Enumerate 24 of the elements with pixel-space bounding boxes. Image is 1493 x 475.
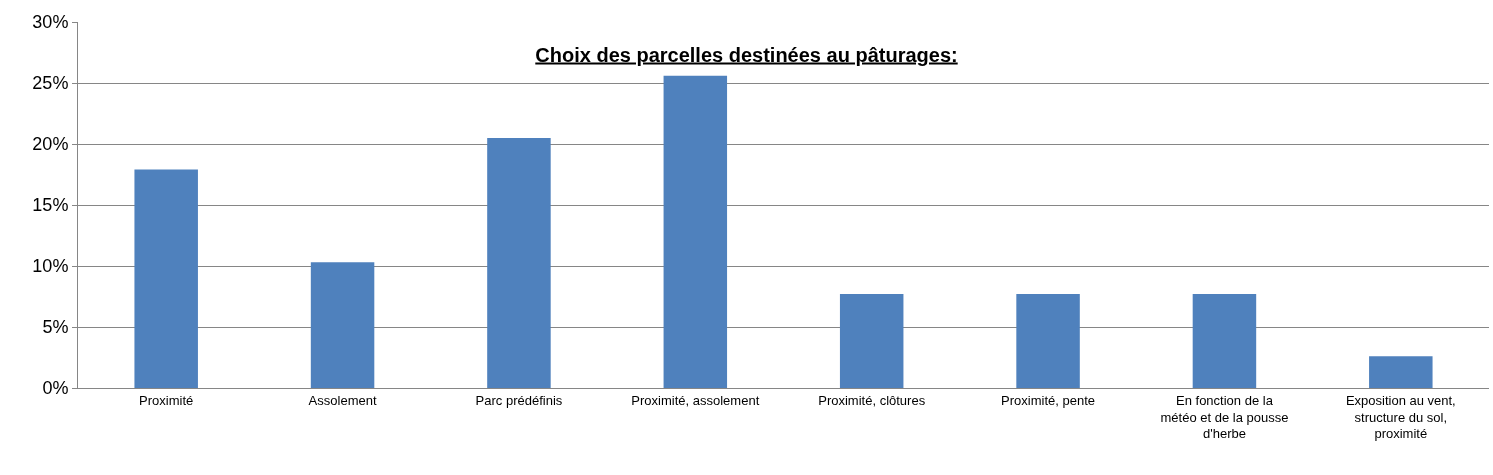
bar	[487, 137, 551, 388]
bar	[134, 169, 198, 388]
bar	[310, 262, 375, 388]
text: Choix des parcelles destinées au pâturages:	[535, 43, 958, 66]
y-tick-label: 30%	[32, 12, 69, 33]
x-tick-label: Proximité, clôtures	[818, 392, 926, 408]
x-tick-label: En fonction de la météo et de la pousse d'herbe	[1160, 392, 1289, 442]
bar	[663, 75, 728, 388]
bar	[1016, 294, 1080, 388]
bar	[1369, 356, 1433, 388]
bar	[1192, 294, 1257, 388]
y-tick-label: 15%	[32, 195, 69, 216]
y-tick-label: 25%	[32, 73, 69, 94]
y-tick-label: 0%	[42, 378, 69, 399]
y-tick-label: 20%	[32, 134, 69, 155]
y-tick-label: 5%	[42, 317, 69, 338]
x-tick-label: Parc prédéfinis	[475, 392, 563, 408]
x-tick-label: Proximité, pente	[1001, 392, 1096, 408]
x-tick-label: Assolement	[308, 392, 377, 408]
x-tick-label: Proximité, assolement	[631, 392, 760, 408]
x-tick-label: Proximité	[139, 392, 194, 408]
x-tick-label: Exposition au vent, structure du sol, proximité	[1345, 392, 1456, 442]
bar	[839, 294, 904, 388]
y-tick-label: 10%	[32, 256, 69, 277]
